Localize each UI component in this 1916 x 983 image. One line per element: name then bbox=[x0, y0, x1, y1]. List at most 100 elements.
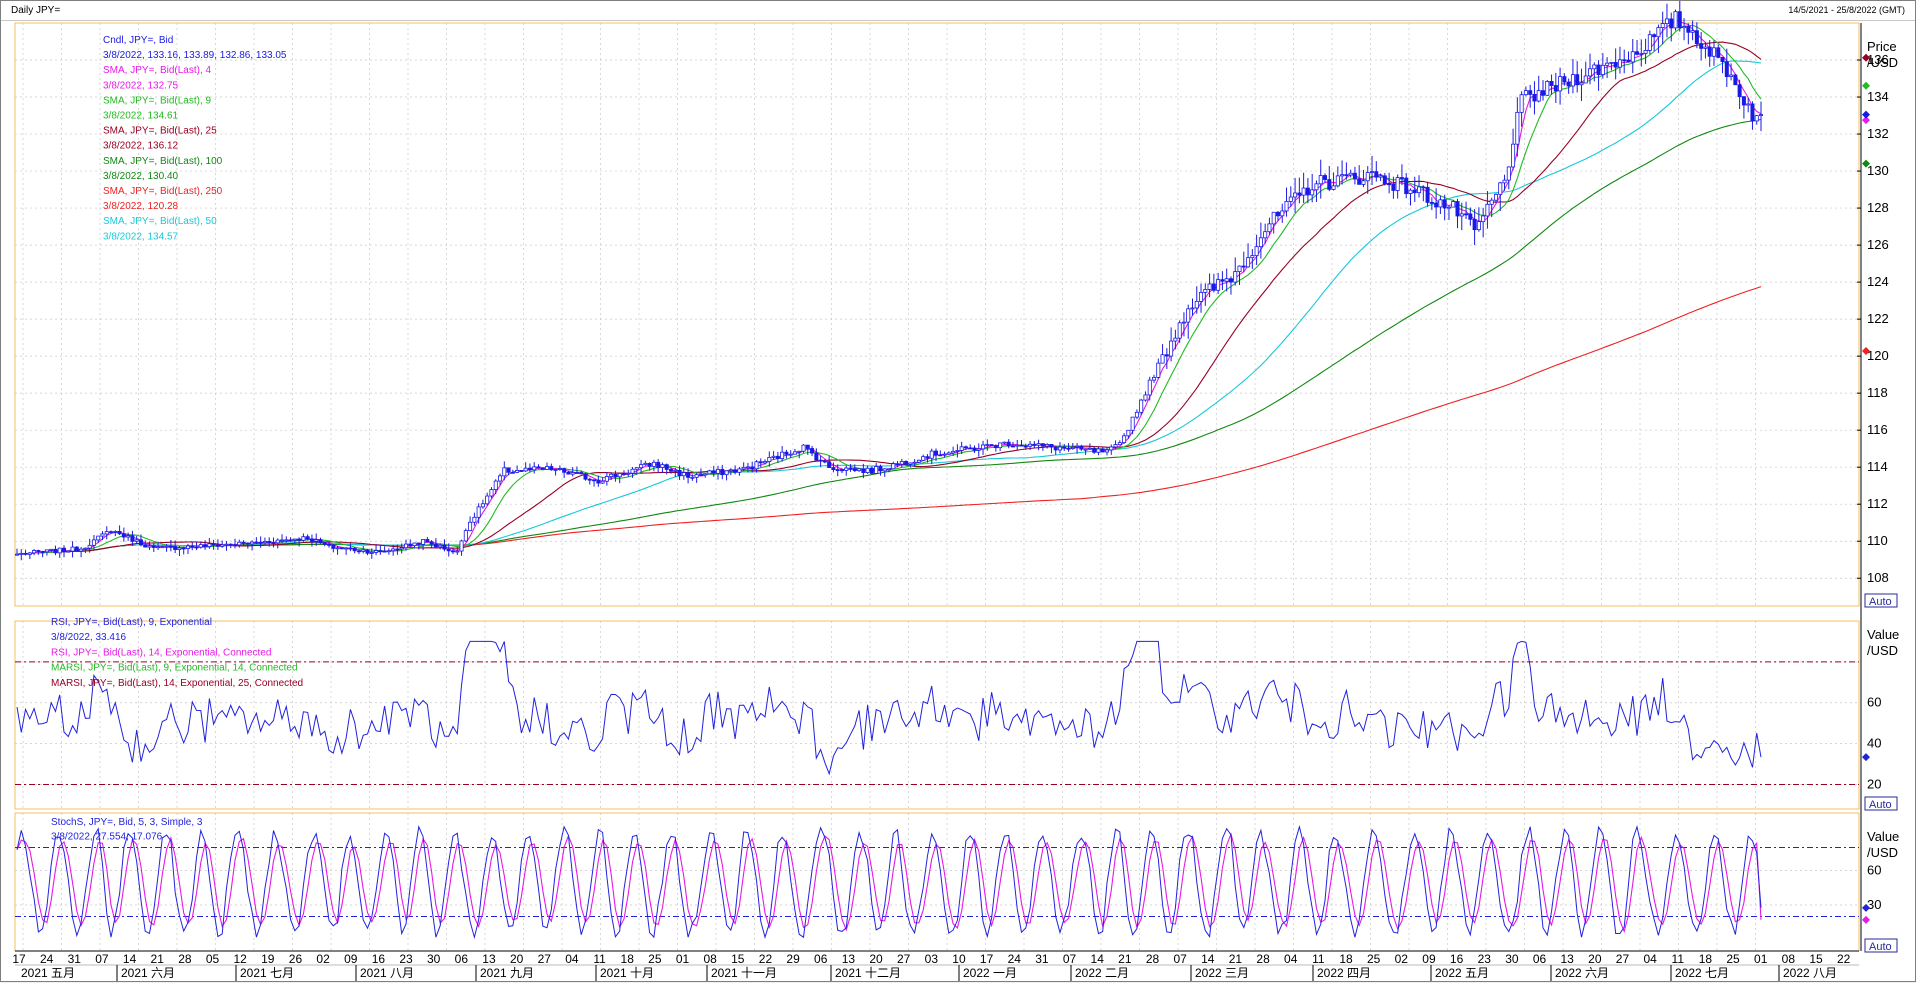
candle-body bbox=[173, 546, 178, 550]
price-tick-label: 114 bbox=[1867, 459, 1888, 474]
x-month-label: 2022 二月 bbox=[1075, 966, 1129, 980]
candle-body bbox=[583, 473, 588, 480]
candle-body bbox=[899, 461, 904, 465]
candle-body bbox=[1429, 201, 1434, 204]
candle-body bbox=[767, 457, 772, 462]
candle-body bbox=[562, 468, 567, 473]
candle-body bbox=[1293, 192, 1298, 198]
rsi-tick-label: 20 bbox=[1867, 776, 1881, 791]
candle-body bbox=[981, 444, 986, 450]
x-day-label: 16 bbox=[1450, 952, 1464, 966]
price-legend-line: 3/8/2022, 132.75 bbox=[103, 80, 179, 91]
candle-body bbox=[1617, 59, 1622, 68]
candle-body bbox=[489, 489, 494, 497]
candle-body bbox=[62, 547, 67, 552]
candle-body bbox=[1228, 278, 1233, 283]
candle-body bbox=[745, 466, 750, 469]
candle-body bbox=[429, 541, 434, 545]
candle-body bbox=[1635, 51, 1640, 55]
candle-body bbox=[1545, 80, 1550, 96]
stoch-d-last-marker bbox=[1862, 915, 1870, 924]
candle-body bbox=[305, 536, 310, 540]
candle-body bbox=[254, 541, 259, 544]
rsi-legend-line: 3/8/2022, 33.416 bbox=[51, 632, 127, 643]
candle-body bbox=[1476, 221, 1481, 231]
candle-body bbox=[211, 543, 216, 546]
candle-body bbox=[1134, 411, 1139, 418]
candle-body bbox=[44, 549, 49, 553]
candle-body bbox=[891, 463, 896, 470]
candle-body bbox=[288, 539, 293, 542]
candle-body bbox=[1177, 322, 1182, 339]
x-day-label: 06 bbox=[455, 952, 469, 966]
x-day-label: 09 bbox=[344, 952, 358, 966]
candle-body bbox=[339, 547, 344, 550]
rsi-auto-box[interactable] bbox=[1864, 796, 1898, 811]
candle-body bbox=[220, 544, 225, 547]
stoch-auto-button[interactable]: Auto bbox=[1864, 938, 1898, 953]
candle-body bbox=[1275, 211, 1280, 217]
candle-body bbox=[318, 539, 323, 543]
candle-body bbox=[1032, 443, 1037, 446]
candle-body bbox=[1566, 81, 1571, 87]
x-day-label: 26 bbox=[289, 952, 303, 966]
x-day-label: 03 bbox=[925, 952, 939, 966]
candle-body bbox=[536, 466, 541, 469]
candle-body bbox=[399, 547, 404, 550]
price-auto-label[interactable]: Auto bbox=[1869, 596, 1892, 608]
candle-body bbox=[32, 550, 37, 554]
candle-body bbox=[386, 550, 391, 553]
candle-body bbox=[951, 450, 956, 454]
candle-body bbox=[1211, 283, 1216, 291]
candle-body bbox=[280, 539, 285, 542]
candle-body bbox=[463, 530, 468, 542]
candle-body bbox=[1233, 271, 1238, 283]
candle-body bbox=[455, 550, 460, 553]
candle-body bbox=[1066, 447, 1071, 450]
candle-body bbox=[925, 456, 930, 459]
candle-body bbox=[929, 450, 934, 459]
candle-body bbox=[1596, 64, 1601, 76]
rsi-auto-button[interactable]: Auto bbox=[1864, 796, 1898, 811]
candle-body bbox=[600, 480, 605, 484]
candle-body bbox=[822, 460, 827, 463]
candle-body bbox=[728, 469, 733, 472]
x-month-label: 2022 三月 bbox=[1195, 966, 1249, 980]
x-day-label: 18 bbox=[621, 952, 635, 966]
candle-body bbox=[1361, 180, 1366, 185]
candle-body bbox=[104, 531, 109, 535]
candle-body bbox=[1746, 103, 1751, 106]
rsi-legend-line: MARSI, JPY=, Bid(Last), 9, Exponential, … bbox=[51, 663, 298, 674]
rsi-auto-label[interactable]: Auto bbox=[1869, 799, 1892, 811]
stoch-auto-box[interactable] bbox=[1864, 938, 1898, 953]
candle-body bbox=[1528, 90, 1533, 95]
x-day-label: 17 bbox=[980, 952, 994, 966]
stoch-auto-label[interactable]: Auto bbox=[1869, 941, 1892, 953]
price-auto-box[interactable] bbox=[1864, 593, 1898, 608]
rsi-axis-title: Value bbox=[1867, 627, 1899, 642]
candle-body bbox=[587, 478, 592, 481]
candle-body bbox=[887, 468, 892, 471]
candle-body bbox=[450, 550, 455, 553]
candle-body bbox=[1246, 257, 1251, 268]
candle-body bbox=[1391, 183, 1396, 191]
candle-body bbox=[1126, 429, 1131, 437]
candle-body bbox=[1160, 354, 1165, 364]
candle-body bbox=[1489, 199, 1494, 205]
candle-body bbox=[1493, 193, 1498, 201]
x-day-label: 25 bbox=[1367, 952, 1381, 966]
candle-body bbox=[1002, 441, 1007, 444]
candle-body bbox=[1639, 52, 1644, 55]
candle-body bbox=[1147, 379, 1152, 396]
price-legend-line: 3/8/2022, 134.61 bbox=[103, 111, 179, 122]
candle-body bbox=[1511, 143, 1516, 168]
price-auto-button[interactable]: Auto bbox=[1864, 593, 1898, 608]
x-month-label: 2021 十一月 bbox=[711, 966, 777, 980]
candle-body bbox=[1613, 61, 1618, 68]
x-month-label: 2021 九月 bbox=[480, 966, 534, 980]
candle-body bbox=[750, 466, 755, 470]
x-month-label: 2022 一月 bbox=[963, 966, 1017, 980]
stoch-d-line bbox=[16, 832, 1762, 934]
